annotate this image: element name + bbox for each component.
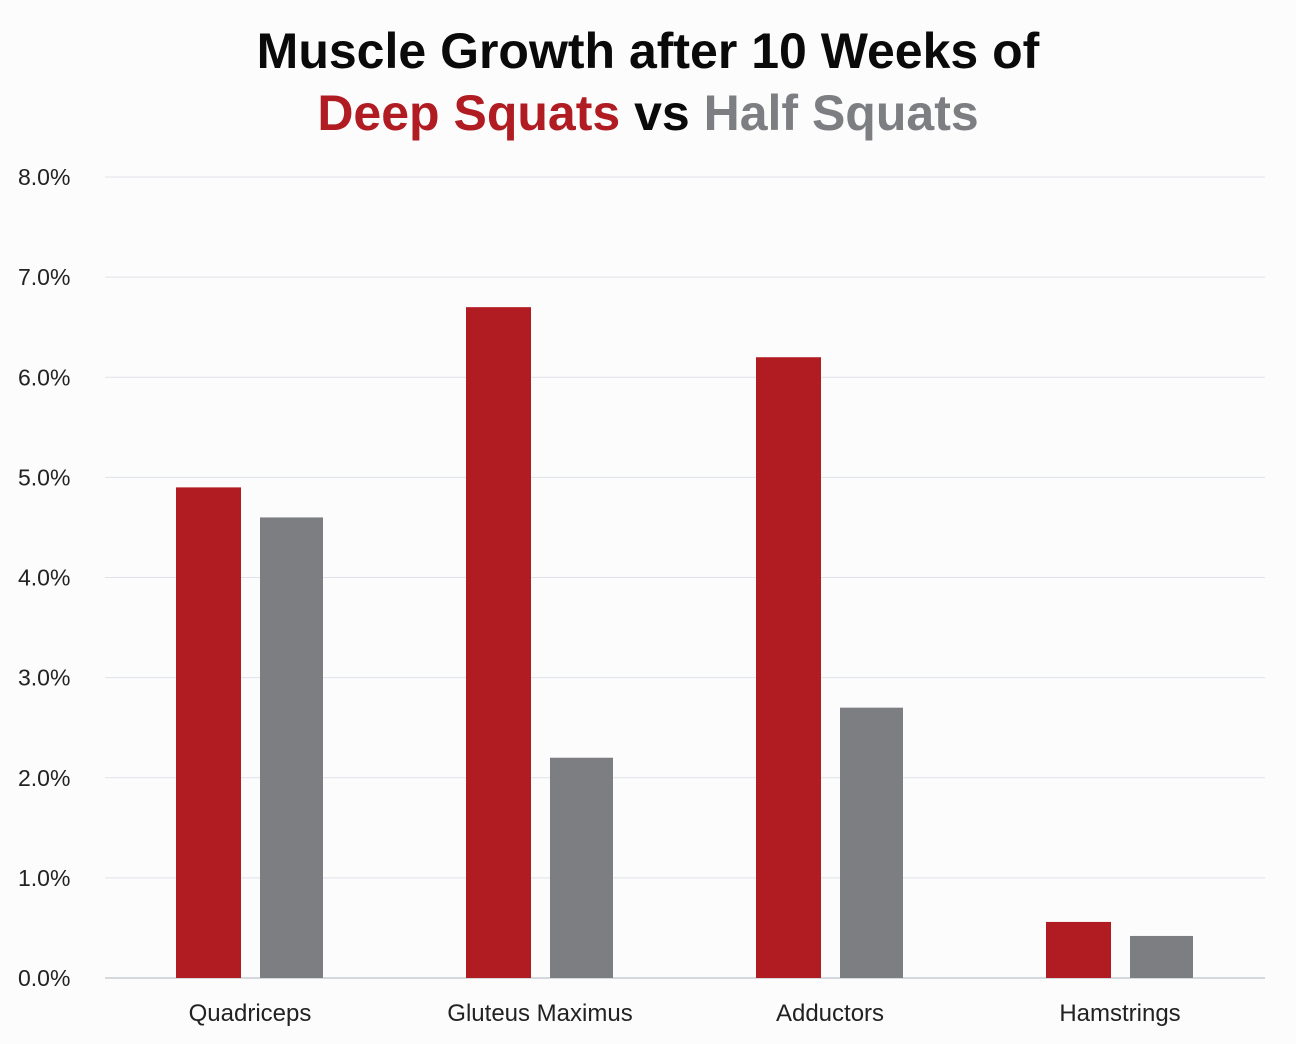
y-tick-label: 1.0% bbox=[18, 865, 70, 891]
y-tick-label: 3.0% bbox=[18, 665, 70, 691]
title-deep-squats: Deep Squats bbox=[317, 85, 621, 141]
chart-title-line2: Deep Squats vs Half Squats bbox=[0, 84, 1296, 142]
bar-deep-squats bbox=[756, 357, 821, 979]
y-tick-label: 7.0% bbox=[18, 264, 70, 290]
title-half-squats: Half Squats bbox=[703, 85, 979, 141]
bar-half-squats bbox=[840, 707, 903, 978]
x-tick-label: Gluteus Maximus bbox=[447, 1000, 632, 1027]
x-tick-label: Hamstrings bbox=[1059, 1000, 1180, 1027]
bar-half-squats bbox=[260, 517, 323, 978]
y-tick-label: 0.0% bbox=[18, 965, 70, 991]
y-tick-label: 4.0% bbox=[18, 565, 70, 591]
bar-deep-squats bbox=[466, 307, 531, 979]
bar-half-squats bbox=[550, 757, 613, 978]
x-tick-label: Quadriceps bbox=[189, 1000, 312, 1027]
bar-deep-squats bbox=[176, 487, 241, 978]
y-tick-label: 2.0% bbox=[18, 765, 70, 791]
y-tick-label: 8.0% bbox=[18, 164, 70, 190]
bar-half-squats bbox=[1130, 935, 1193, 978]
chart-title-line1: Muscle Growth after 10 Weeks of bbox=[256, 23, 1040, 79]
y-tick-label: 6.0% bbox=[18, 364, 70, 390]
bar-deep-squats bbox=[1046, 921, 1111, 978]
x-tick-label: Adductors bbox=[776, 1000, 884, 1027]
title-vs: vs bbox=[634, 85, 690, 141]
y-tick-label: 5.0% bbox=[18, 464, 70, 490]
